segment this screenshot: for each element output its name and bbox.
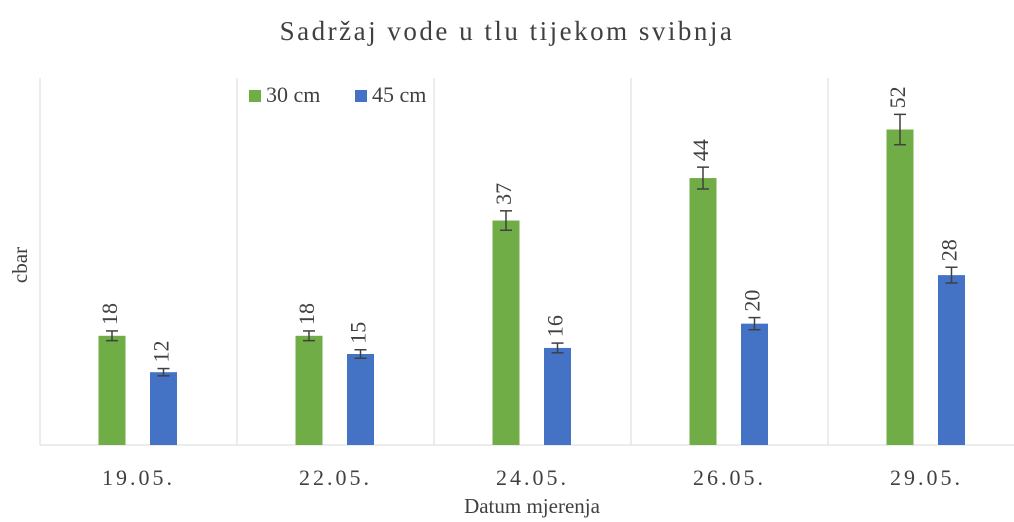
bar: [886, 129, 914, 446]
data-label: 12: [149, 341, 174, 363]
x-axis-title: Datum mjerenja: [464, 494, 601, 518]
bar: [98, 335, 126, 445]
chart-title: Sadržaj vode u tlu tijekom svibnja: [280, 16, 735, 46]
data-label: 37: [491, 183, 516, 205]
legend-label: 30 cm: [266, 82, 320, 107]
legend-swatch: [249, 90, 261, 102]
data-label: 16: [543, 315, 568, 337]
bar: [347, 354, 374, 445]
x-tick-label: 26.05.: [693, 465, 766, 490]
bar: [150, 372, 177, 445]
data-label: 28: [937, 239, 962, 261]
x-tick-label: 22.05.: [299, 465, 372, 490]
data-label: 18: [97, 303, 122, 325]
x-tick-label: 29.05.: [890, 465, 963, 490]
bar: [741, 323, 768, 445]
bar: [689, 178, 717, 446]
legend-swatch: [355, 90, 367, 102]
data-label: 44: [688, 139, 713, 161]
data-label: 18: [294, 303, 319, 325]
y-axis-title: cbar: [8, 247, 32, 283]
legend-label: 45 cm: [372, 82, 426, 107]
data-label: 52: [885, 86, 910, 108]
bar: [938, 275, 965, 445]
bar: [295, 335, 323, 445]
data-label: 20: [740, 290, 765, 312]
x-tick-label: 19.05.: [102, 465, 175, 490]
bar: [492, 220, 520, 445]
x-tick-label: 24.05.: [496, 465, 569, 490]
bar: [544, 347, 571, 445]
data-label: 15: [346, 322, 371, 344]
